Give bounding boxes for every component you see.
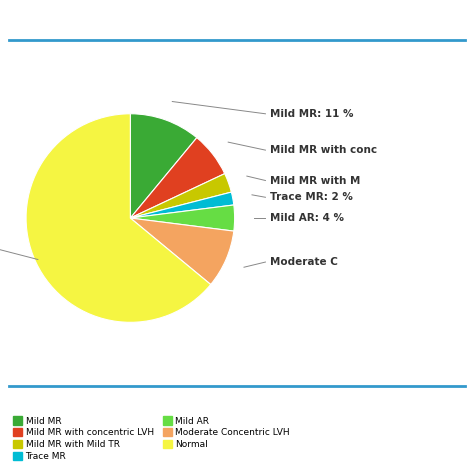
Legend: Mild MR, Mild MR with concentric LVH, Mild MR with Mild TR, Trace MR, Mild AR, M: Mild MR, Mild MR with concentric LVH, Mi… — [9, 413, 293, 465]
Text: Mild MR with M: Mild MR with M — [270, 175, 361, 185]
Text: Moderate C: Moderate C — [270, 257, 338, 267]
Wedge shape — [130, 205, 235, 231]
Text: Mild AR: 4 %: Mild AR: 4 % — [270, 213, 344, 223]
Wedge shape — [130, 173, 231, 218]
Wedge shape — [130, 114, 197, 218]
Text: Trace MR: 2 %: Trace MR: 2 % — [270, 192, 353, 202]
Wedge shape — [130, 192, 234, 218]
Text: Mild MR: 11 %: Mild MR: 11 % — [270, 109, 354, 119]
Text: Normal: 64 %: Normal: 64 % — [0, 227, 38, 260]
Wedge shape — [130, 137, 225, 218]
Wedge shape — [130, 218, 234, 284]
Text: Mild MR with conc: Mild MR with conc — [270, 145, 377, 155]
Wedge shape — [26, 114, 211, 322]
